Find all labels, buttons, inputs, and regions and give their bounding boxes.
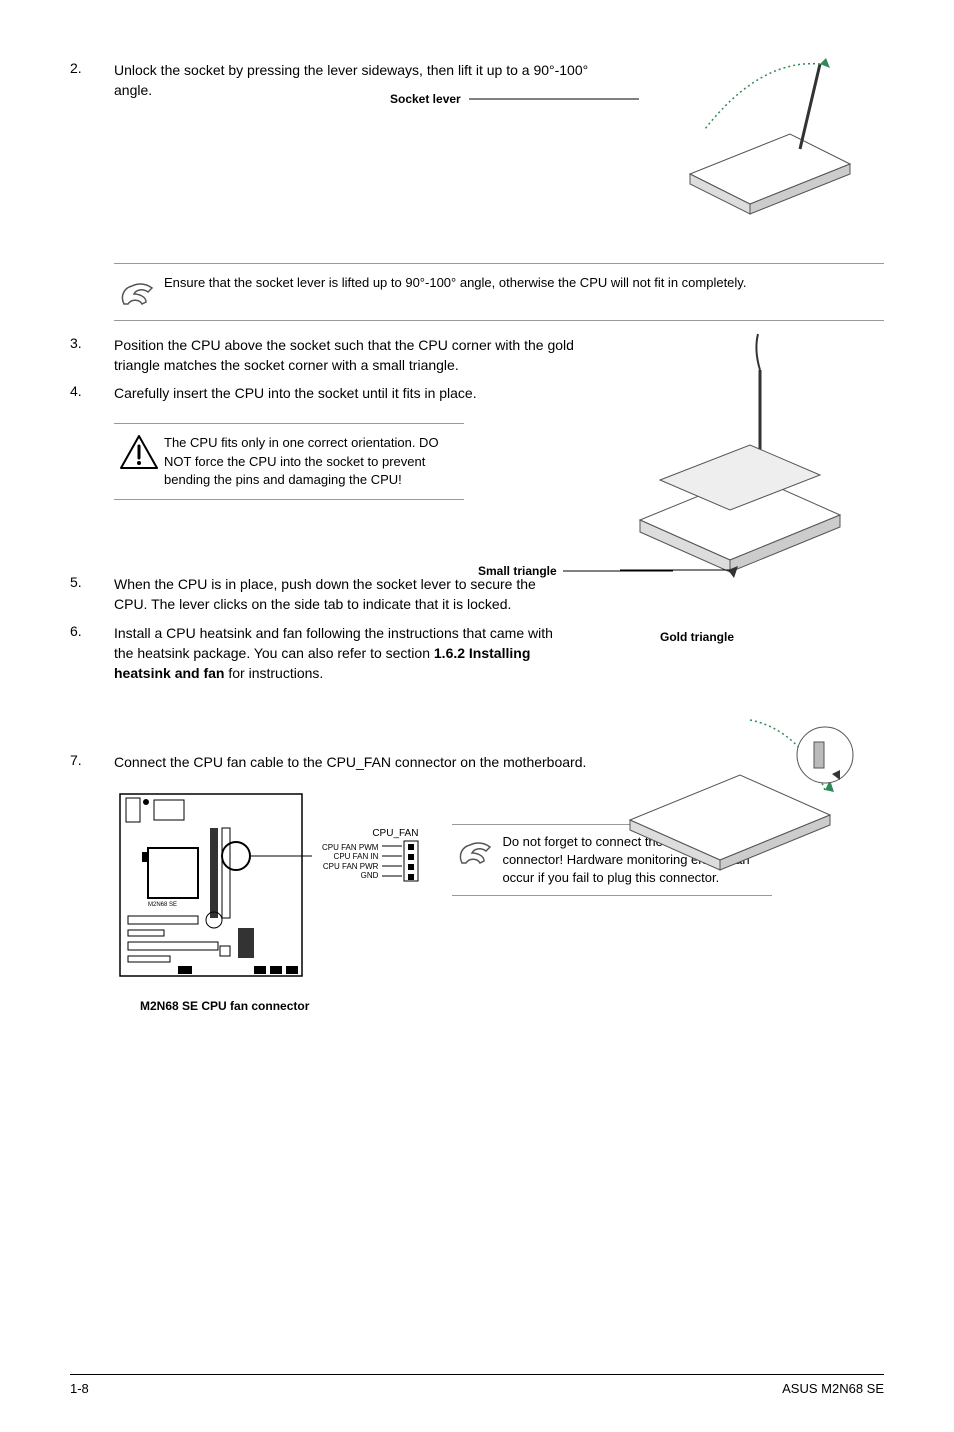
step-7-number: 7. bbox=[70, 752, 114, 768]
cpu-fan-header-label: CPU_FAN bbox=[322, 828, 418, 839]
hand-icon bbox=[114, 274, 164, 310]
step-2-angle: 90°-100° bbox=[533, 62, 588, 78]
pin-label-in: CPU FAN IN bbox=[322, 852, 378, 862]
warning-cpu-orientation-text: The CPU fits only in one correct orienta… bbox=[164, 434, 464, 489]
small-triangle-label: Small triangle bbox=[478, 564, 557, 578]
step-4-number: 4. bbox=[70, 383, 114, 399]
gold-triangle-label: Gold triangle bbox=[660, 630, 734, 644]
step-3-text: Position the CPU above the socket such t… bbox=[114, 335, 590, 376]
hand-icon bbox=[452, 833, 502, 869]
pin-label-pwm: CPU FAN PWM bbox=[322, 843, 378, 853]
pin-label-pwr: CPU FAN PWR bbox=[322, 862, 378, 872]
step-5-text: When the CPU is in place, push down the … bbox=[114, 574, 570, 615]
cpu-fan-connector-detail: CPU_FAN CPU FAN PWM CPU FAN IN CPU FAN P… bbox=[322, 828, 422, 885]
warning-cpu-orientation: The CPU fits only in one correct orienta… bbox=[114, 423, 464, 500]
note-lever-angle: Ensure that the socket lever is lifted u… bbox=[114, 263, 884, 321]
motherboard-diagram: M2N68 SE M2N68 SE CPU fan connector bbox=[114, 788, 314, 1013]
step-2-number: 2. bbox=[70, 60, 114, 76]
step-3-number: 3. bbox=[70, 335, 114, 351]
svg-text:M2N68 SE: M2N68 SE bbox=[148, 902, 177, 908]
step-5-number: 5. bbox=[70, 574, 114, 590]
pin-label-gnd: GND bbox=[322, 871, 378, 881]
socket-lever-diagram bbox=[650, 54, 860, 224]
step-6-number: 6. bbox=[70, 623, 114, 639]
fan-connector-caption: M2N68 SE CPU fan connector bbox=[140, 999, 314, 1013]
socket-lever-label: Socket lever bbox=[390, 92, 461, 106]
step-2-text-a: Unlock the socket by pressing the lever … bbox=[114, 62, 533, 78]
page-number: 1-8 bbox=[70, 1381, 89, 1396]
step-4-text: Carefully insert the CPU into the socket… bbox=[114, 383, 610, 403]
note-lever-angle-text: Ensure that the socket lever is lifted u… bbox=[164, 274, 884, 292]
step-6-text: Install a CPU heatsink and fan following… bbox=[114, 623, 570, 684]
step-2-text-b: angle. bbox=[114, 82, 152, 98]
product-name: ASUS M2N68 SE bbox=[782, 1381, 884, 1396]
warning-icon bbox=[114, 434, 164, 470]
step-6-text-b: for instructions. bbox=[224, 665, 323, 681]
page-footer: 1-8 ASUS M2N68 SE bbox=[70, 1374, 884, 1396]
cpu-lock-diagram bbox=[600, 700, 860, 880]
